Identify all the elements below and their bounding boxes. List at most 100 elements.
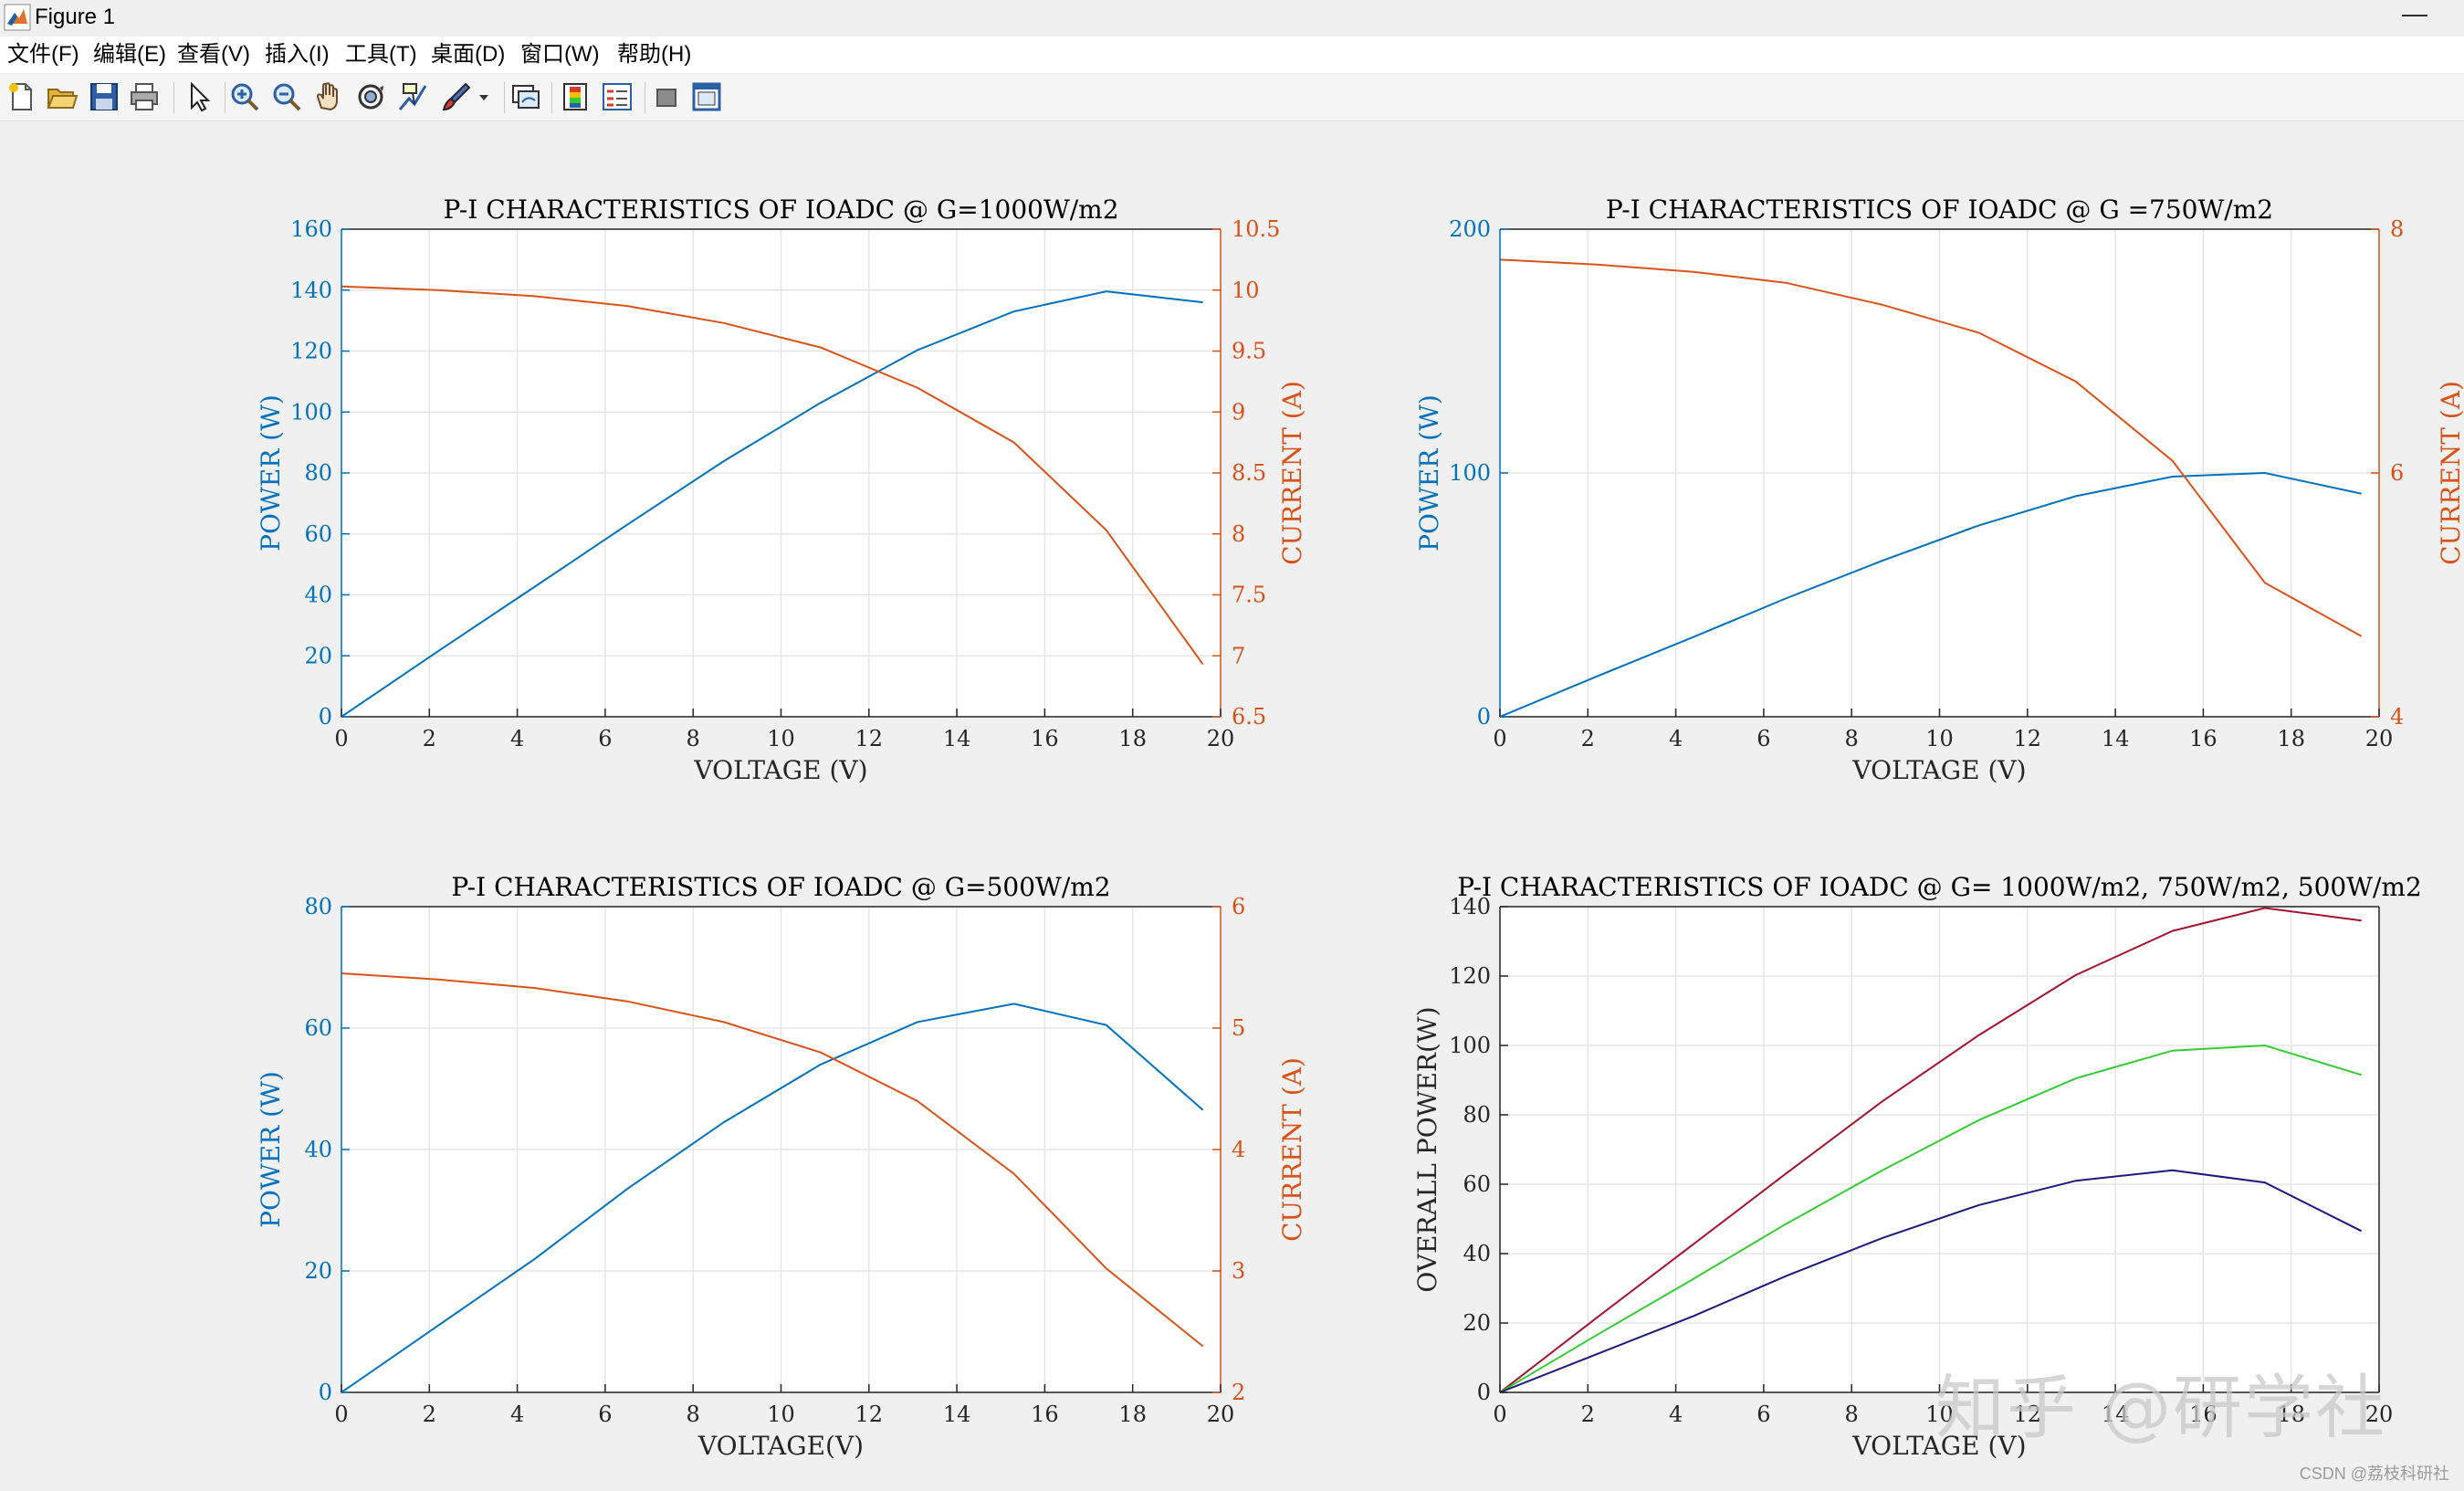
zhihu-watermark: 知乎 @研学社 — [1935, 1367, 2387, 1448]
brush-icon[interactable] — [440, 80, 473, 113]
legend-icon[interactable] — [601, 80, 634, 113]
y-tick-label-right: 8.5 — [1232, 460, 1266, 486]
x-tick-label: 8 — [687, 1402, 700, 1427]
csdn-watermark: CSDN @荔枝科研社 — [2299, 1465, 2449, 1483]
x-tick-label: 16 — [2189, 1402, 2218, 1427]
y-tick-label-left: 0 — [319, 1380, 332, 1405]
x-tick-label: 18 — [1118, 1402, 1147, 1427]
window-title: Figure 1 — [35, 5, 116, 29]
y-tick-label-left: 80 — [304, 894, 332, 919]
show-plot-tools-icon[interactable] — [690, 80, 723, 113]
x-tick-label: 0 — [1493, 1402, 1506, 1427]
menu-edit[interactable]: 编辑(E) — [93, 42, 166, 67]
series-line-1 — [1499, 471, 2362, 718]
colorbar-icon[interactable] — [559, 80, 592, 113]
series-line-2 — [1499, 258, 2363, 637]
x-tick-label: 8 — [1845, 1402, 1859, 1427]
y-tick-label-left: 200 — [1449, 216, 1491, 242]
subplot-power-current-1000[interactable]: 0 2 4 6 8 10 12 14 16 18 20 0 20 40 60 80 100 120 140 160 6.… — [256, 194, 1307, 785]
x-tick-label: 4 — [510, 1402, 524, 1427]
pointer-icon[interactable] — [183, 80, 215, 113]
y-tick-label-right: 3 — [1232, 1258, 1245, 1284]
x-tick-label: 14 — [943, 1402, 971, 1427]
x-tick-label: 18 — [2277, 1402, 2305, 1427]
hide-plot-tools-icon[interactable] — [650, 80, 683, 113]
y-tick-label-left: 100 — [1449, 1033, 1491, 1058]
print-icon[interactable] — [128, 80, 161, 113]
x-tick-label: 0 — [1493, 726, 1506, 751]
menu-desktop[interactable]: 桌面(D) — [431, 42, 506, 67]
figure-canvas: 0 2 4 6 8 10 12 14 16 18 200204060801001201401606.… — [256, 194, 2464, 1461]
y-tick-label-right: 6 — [1232, 894, 1245, 919]
menu-window[interactable]: 窗口(W) — [520, 42, 600, 67]
chart-title: P-I CHARACTERISTICS OF IOADC @ G=500W/m2 — [451, 872, 1110, 902]
menu-file[interactable]: 文件(F) — [7, 42, 79, 67]
x-tick-label: 2 — [1581, 1402, 1595, 1427]
x-tick-label: 6 — [598, 1402, 612, 1427]
x-tick-label: 20 — [2365, 1402, 2394, 1427]
x-tick-label: 10 — [1925, 726, 1954, 751]
brush-dropdown-icon[interactable] — [477, 80, 491, 113]
menu-help[interactable]: 帮助(H) — [617, 42, 692, 67]
y-tick-label-right: 4 — [1232, 1137, 1245, 1162]
x-axis-label: VOLTAGE(V) — [697, 1431, 864, 1461]
x-tick-label: 12 — [2014, 726, 2042, 751]
menu-view[interactable]: 查看(V) — [177, 42, 250, 67]
y-tick-label-right: 4 — [2390, 704, 2404, 730]
y-tick-label-right: 8 — [2390, 216, 2404, 242]
series-line-1 — [341, 1003, 1204, 1393]
y-tick-label-right: 10 — [1232, 278, 1260, 303]
x-tick-label: 6 — [1756, 1402, 1770, 1427]
x-tick-label: 2 — [1581, 726, 1595, 751]
x-tick-label: 8 — [1845, 726, 1859, 751]
x-tick-label: 2 — [423, 1402, 436, 1427]
y-tick-label-left: 120 — [290, 339, 332, 364]
y-tick-label-left: 20 — [304, 1258, 332, 1284]
y-tick-label-left: 0 — [1477, 704, 1491, 730]
menu-insert[interactable]: 插入(I) — [265, 42, 330, 67]
series-line-1 — [1499, 907, 2362, 1393]
y-tick-label-left: 100 — [1449, 460, 1491, 486]
y-tick-label-left: 20 — [1463, 1310, 1491, 1336]
link-plot-icon[interactable] — [509, 80, 542, 113]
subplot-power-current-500[interactable]: 0 2 4 6 8 10 12 14 16 18 20 0 20 40 60 80 2 3 4 5 6 P-I CHARA… — [256, 872, 1307, 1461]
matlab-logo-icon — [4, 4, 31, 31]
toolbar-separator — [551, 82, 552, 113]
y-tick-label-right: 9 — [1232, 399, 1245, 425]
rotate-3d-icon[interactable] — [354, 80, 387, 113]
x-tick-label: 20 — [1207, 1402, 1235, 1427]
y-tick-label-left: 140 — [1449, 894, 1491, 919]
y-axis-label-right: CURRENT (A) — [1277, 381, 1307, 565]
data-cursor-icon[interactable] — [396, 80, 429, 113]
open-file-icon[interactable] — [46, 80, 79, 113]
x-tick-label: 4 — [1669, 726, 1683, 751]
y-tick-label-left: 80 — [304, 460, 332, 486]
x-tick-label: 10 — [1925, 1402, 1954, 1427]
x-tick-label: 12 — [855, 726, 884, 751]
x-tick-label: 10 — [767, 726, 795, 751]
x-tick-label: 6 — [598, 726, 612, 751]
x-tick-label: 12 — [855, 1402, 884, 1427]
y-tick-label-right: 6.5 — [1232, 704, 1266, 730]
new-figure-icon[interactable] — [5, 80, 38, 113]
series-line-1 — [341, 290, 1203, 718]
y-axis-label-left: POWER (W) — [256, 394, 286, 551]
x-tick-label: 14 — [943, 726, 971, 751]
y-axis-label-left: POWER (W) — [1414, 394, 1444, 551]
y-tick-label-right: 7 — [1232, 643, 1245, 668]
x-tick-label: 16 — [1031, 726, 1059, 751]
x-tick-label: 12 — [2014, 1402, 2042, 1427]
save-icon[interactable] — [88, 80, 121, 113]
x-tick-label: 20 — [2365, 726, 2394, 751]
menu-tools[interactable]: 工具(T) — [345, 42, 417, 67]
pan-icon[interactable] — [312, 80, 345, 113]
minimize-button[interactable]: — — [2402, 0, 2427, 27]
zoom-in-icon[interactable] — [228, 80, 261, 113]
y-tick-label-right: 9.5 — [1232, 339, 1266, 364]
x-tick-label: 10 — [767, 1402, 795, 1427]
y-tick-label-right: 5 — [1232, 1015, 1245, 1041]
y-tick-label-left: 60 — [304, 1015, 332, 1041]
zoom-out-icon[interactable] — [270, 80, 303, 113]
